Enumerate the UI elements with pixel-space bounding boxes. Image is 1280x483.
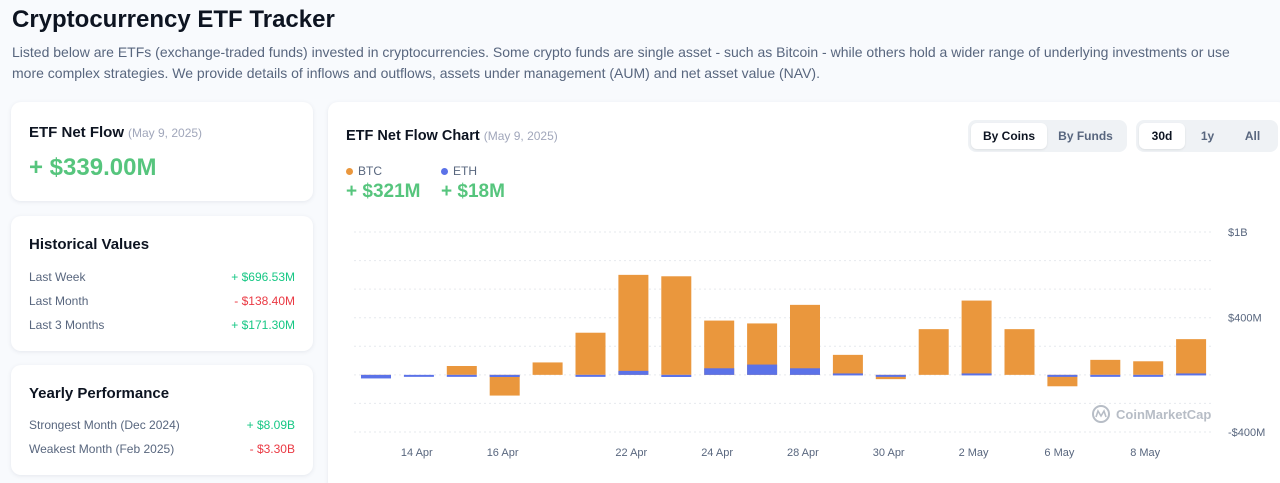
eth-bar[interactable] xyxy=(489,374,520,377)
y-tick-label: -$400M xyxy=(1228,427,1265,439)
net-flow-value: + $339.00M xyxy=(29,154,157,181)
legend-eth-value: + $18M xyxy=(441,181,505,202)
eth-bar[interactable] xyxy=(1090,374,1121,377)
x-tick-label: 16 Apr xyxy=(487,447,519,459)
btc-bar[interactable] xyxy=(790,304,820,375)
flow-bar-chart: $1B $400M -$400M 14 Apr 16 Apr 22 Apr 24 Apr 2… xyxy=(354,227,1265,459)
historical-row-value: - $138.40M xyxy=(234,294,295,308)
btc-bar[interactable] xyxy=(532,362,563,375)
historical-values-card: Historical Values Last Week + $696.53M L… xyxy=(11,216,313,351)
range-all-button[interactable]: All xyxy=(1244,129,1261,143)
group-toggle: By Coins By Funds xyxy=(968,120,1127,152)
historical-row: Last 3 Months + $171.30M xyxy=(29,318,295,342)
yearly-performance-card: Yearly Performance Strongest Month (Dec … xyxy=(11,365,313,475)
historical-row-value: + $696.53M xyxy=(231,270,295,284)
bar-layer xyxy=(361,274,1207,396)
eth-bar[interactable] xyxy=(446,374,477,377)
eth-bar[interactable] xyxy=(1133,374,1164,377)
watermark: CoinMarketCap xyxy=(1092,405,1211,423)
eth-bar[interactable] xyxy=(704,368,735,375)
x-tick-label: 2 May xyxy=(959,447,989,459)
eth-bar[interactable] xyxy=(575,374,606,377)
net-flow-date: (May 9, 2025) xyxy=(128,126,203,140)
btc-bar[interactable] xyxy=(575,332,606,375)
coinmarketcap-logo-icon xyxy=(1092,405,1110,423)
y-tick-layer: $1B $400M -$400M xyxy=(1228,227,1265,439)
x-tick-label: 28 Apr xyxy=(787,447,819,459)
legend-eth-label: ETH xyxy=(453,164,477,178)
eth-bar[interactable] xyxy=(361,374,391,379)
coinmarketcap-logo-mark xyxy=(1095,409,1107,418)
x-tick-label: 22 Apr xyxy=(615,447,647,459)
yearly-row-label: Strongest Month (Dec 2024) xyxy=(29,418,180,432)
yearly-row-value: - $3.30B xyxy=(249,442,295,456)
historical-title: Historical Values xyxy=(29,236,150,253)
historical-row-label: Last Month xyxy=(29,294,89,308)
by-coins-button[interactable]: By Coins xyxy=(971,123,1047,149)
btc-bar[interactable] xyxy=(918,329,949,375)
btc-bar[interactable] xyxy=(1090,359,1121,375)
yearly-row: Weakest Month (Feb 2025) - $3.30B xyxy=(29,442,295,466)
x-tick-label: 24 Apr xyxy=(701,447,733,459)
legend-btc[interactable]: BTC xyxy=(346,164,382,178)
x-tick-label: 30 Apr xyxy=(873,447,905,459)
historical-row-label: Last Week xyxy=(29,270,86,284)
historical-row-value: + $171.30M xyxy=(231,318,295,332)
eth-dot-icon xyxy=(441,167,448,175)
chart-date: (May 9, 2025) xyxy=(483,129,558,143)
net-flow-chart-card: ETF Net Flow Chart (May 9, 2025) By Coins… xyxy=(328,102,1280,483)
page-description: Listed below are ETFs (exchange-traded f… xyxy=(12,44,1230,81)
historical-row: Last Month - $138.40M xyxy=(29,294,295,318)
btc-bar[interactable] xyxy=(661,276,692,375)
historical-row-label: Last 3 Months xyxy=(29,318,105,332)
btc-bar[interactable] xyxy=(875,374,906,380)
historical-row: Last Week + $696.53M xyxy=(29,270,295,294)
eth-bar[interactable] xyxy=(790,368,820,375)
x-tick-layer: 14 Apr 16 Apr 22 Apr 24 Apr 28 Apr 30 Apr 2 Ma… xyxy=(401,447,1161,459)
btc-bar[interactable] xyxy=(489,374,520,396)
legend-eth[interactable]: ETH xyxy=(441,164,477,178)
by-funds-button[interactable]: By Funds xyxy=(1058,129,1113,143)
eth-bar[interactable] xyxy=(747,364,778,375)
x-tick-label: 6 May xyxy=(1044,447,1074,459)
eth-bar[interactable] xyxy=(1176,373,1207,376)
net-flow-card: ETF Net Flow (May 9, 2025) + $339.00M xyxy=(11,102,313,201)
grid-layer xyxy=(354,231,1213,433)
range-1y-button[interactable]: 1y xyxy=(1200,129,1215,143)
legend-btc-label: BTC xyxy=(358,164,382,178)
chart-title: ETF Net Flow Chart xyxy=(346,128,480,144)
btc-bar[interactable] xyxy=(961,300,992,375)
btc-dot-icon xyxy=(346,167,353,175)
btc-bar[interactable] xyxy=(618,274,649,375)
x-tick-label: 14 Apr xyxy=(401,447,433,459)
btc-bar[interactable] xyxy=(1004,329,1035,375)
eth-bar[interactable] xyxy=(832,373,863,376)
net-flow-title: ETF Net Flow xyxy=(29,124,124,141)
legend-btc-value: + $321M xyxy=(346,181,421,202)
x-tick-label: 8 May xyxy=(1130,447,1160,459)
range-toggle: 30d 1y All xyxy=(1136,120,1278,152)
btc-bar[interactable] xyxy=(832,354,863,375)
watermark-text: CoinMarketCap xyxy=(1116,407,1211,422)
btc-bar[interactable] xyxy=(704,320,735,375)
eth-bar[interactable] xyxy=(875,374,906,377)
y-tick-label: $1B xyxy=(1228,227,1248,239)
btc-bar[interactable] xyxy=(1133,361,1164,375)
range-30d-button[interactable]: 30d xyxy=(1139,123,1185,149)
yearly-row: Strongest Month (Dec 2024) + $8.09B xyxy=(29,418,295,442)
page-title: Cryptocurrency ETF Tracker xyxy=(12,6,335,33)
eth-bar[interactable] xyxy=(661,374,692,377)
btc-bar[interactable] xyxy=(1176,339,1207,375)
yearly-title: Yearly Performance xyxy=(29,385,170,402)
eth-bar[interactable] xyxy=(403,374,434,377)
yearly-row-value: + $8.09B xyxy=(246,418,295,432)
eth-bar[interactable] xyxy=(618,370,649,375)
btc-bar[interactable] xyxy=(446,366,477,375)
eth-bar[interactable] xyxy=(1047,374,1078,377)
btc-bar[interactable] xyxy=(1047,374,1078,387)
yearly-row-label: Weakest Month (Feb 2025) xyxy=(29,442,175,456)
eth-bar[interactable] xyxy=(961,373,992,376)
y-tick-label: $400M xyxy=(1228,313,1262,325)
